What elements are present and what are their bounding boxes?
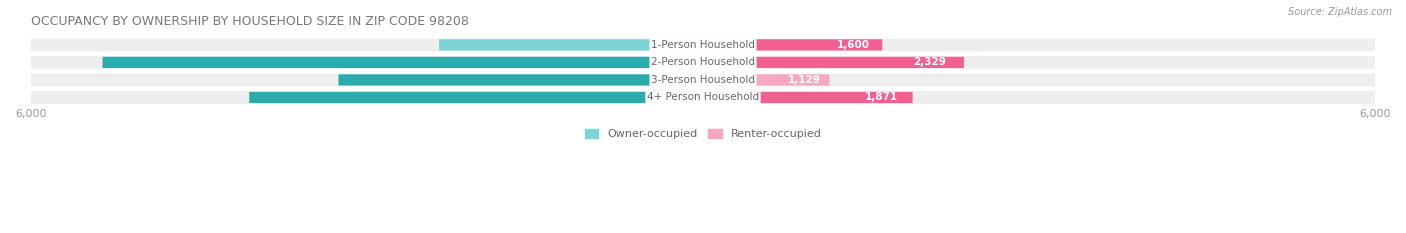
Text: 4+ Person Household: 4+ Person Household — [647, 93, 759, 103]
FancyBboxPatch shape — [249, 92, 703, 103]
FancyBboxPatch shape — [703, 74, 830, 86]
Text: 1,871: 1,871 — [865, 93, 898, 103]
Text: 2-Person Household: 2-Person Household — [651, 57, 755, 67]
FancyBboxPatch shape — [31, 91, 1375, 104]
Text: 5,359: 5,359 — [661, 57, 693, 67]
Text: 1-Person Household: 1-Person Household — [651, 40, 755, 50]
FancyBboxPatch shape — [31, 56, 1375, 69]
Text: 1,600: 1,600 — [837, 40, 870, 50]
Text: Source: ZipAtlas.com: Source: ZipAtlas.com — [1288, 7, 1392, 17]
FancyBboxPatch shape — [439, 39, 703, 51]
Text: 2,329: 2,329 — [912, 57, 946, 67]
Text: 2,356: 2,356 — [685, 40, 717, 50]
Text: 4,050: 4,050 — [671, 93, 704, 103]
FancyBboxPatch shape — [31, 39, 1375, 51]
Text: OCCUPANCY BY OWNERSHIP BY HOUSEHOLD SIZE IN ZIP CODE 98208: OCCUPANCY BY OWNERSHIP BY HOUSEHOLD SIZE… — [31, 15, 468, 28]
Legend: Owner-occupied, Renter-occupied: Owner-occupied, Renter-occupied — [585, 129, 821, 139]
Text: 3,254: 3,254 — [678, 75, 710, 85]
FancyBboxPatch shape — [103, 57, 703, 68]
FancyBboxPatch shape — [703, 92, 912, 103]
Text: 1,129: 1,129 — [787, 75, 821, 85]
Text: 3-Person Household: 3-Person Household — [651, 75, 755, 85]
FancyBboxPatch shape — [703, 57, 965, 68]
FancyBboxPatch shape — [703, 39, 883, 51]
FancyBboxPatch shape — [339, 74, 703, 86]
FancyBboxPatch shape — [31, 74, 1375, 86]
